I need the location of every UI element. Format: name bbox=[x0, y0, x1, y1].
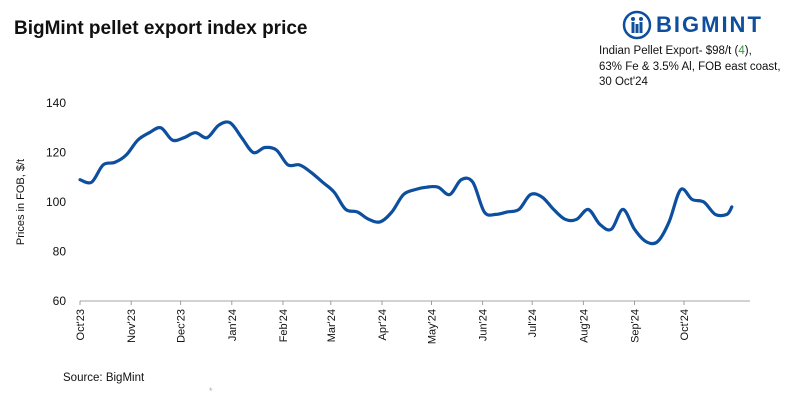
x-tick-label: Apr'24 bbox=[377, 309, 389, 340]
annotation-delta: 4 bbox=[738, 45, 745, 57]
bigmint-logo-icon bbox=[622, 10, 652, 40]
annotation-line-1: Indian Pellet Export- $98/t (4), bbox=[599, 44, 799, 60]
x-tick-label: Oct'23 bbox=[75, 309, 87, 340]
y-tick-label: 100 bbox=[46, 195, 66, 209]
x-tick-label: Sep'24 bbox=[629, 309, 641, 343]
x-tick-label: Jul'24 bbox=[527, 309, 539, 337]
annotation-suffix: ), bbox=[744, 45, 752, 57]
y-tick-label: 80 bbox=[53, 245, 67, 259]
x-tick-label: Oct'24 bbox=[679, 309, 691, 340]
x-tick-label: May'24 bbox=[427, 309, 439, 344]
annotation-line-2: 63% Fe & 3.5% Al, FOB east coast, bbox=[599, 60, 781, 73]
annotation-line-3: 30 Oct'24 bbox=[599, 76, 648, 88]
x-tick-label: Jan'24 bbox=[227, 309, 239, 341]
x-tick-label: Nov'23 bbox=[126, 309, 138, 343]
y-tick-label: 60 bbox=[53, 294, 67, 308]
bigmint-logo: BIGMINT bbox=[622, 8, 792, 40]
chart-title: BigMint pellet export index price bbox=[14, 18, 308, 39]
price-annotation: Indian Pellet Export- $98/t (4), 63% Fe … bbox=[599, 44, 799, 91]
x-tick-label: Feb'24 bbox=[278, 309, 290, 342]
series-line bbox=[78, 120, 734, 246]
annotation-price: Indian Pellet Export- $98/t ( bbox=[599, 45, 739, 57]
bigmint-logo-text: BIGMINT bbox=[656, 12, 763, 37]
y-tick-label: 120 bbox=[46, 146, 66, 160]
x-tick-label: Mar'24 bbox=[326, 309, 338, 342]
x-tick-label: Aug'24 bbox=[578, 309, 590, 343]
y-tick-label: 140 bbox=[46, 96, 66, 110]
source-note: Source: BigMint bbox=[63, 372, 145, 384]
x-tick-label: Dec'23 bbox=[176, 309, 188, 343]
y-axis-label: Prices in FOB, $/t bbox=[15, 159, 27, 245]
footnote-mark: * bbox=[209, 386, 213, 396]
x-tick-label: Jun'24 bbox=[478, 309, 490, 341]
